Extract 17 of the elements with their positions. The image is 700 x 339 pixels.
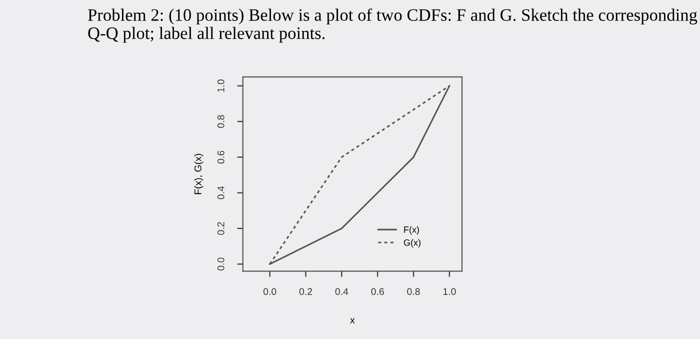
x-tick-label: 0.0 xyxy=(263,288,276,296)
x-tick-label: 1.0 xyxy=(443,288,456,296)
x-tick-label: 0.8 xyxy=(407,288,420,296)
y-tick-label: 1.0 xyxy=(217,79,224,92)
y-tick-label: 0.2 xyxy=(217,222,224,235)
legend-label: F(x) xyxy=(404,226,419,235)
y-tick-label: 0.4 xyxy=(217,186,224,200)
x-tick-label: 0.2 xyxy=(299,288,312,296)
y-tick-label: 0.0 xyxy=(217,258,224,270)
y-tick-label: 0.8 xyxy=(217,115,224,128)
x-axis-title: x xyxy=(350,318,355,324)
x-tick-label: 0.4 xyxy=(335,288,348,296)
y-tick-label: 0.6 xyxy=(217,150,224,164)
x-tick-label: 0.6 xyxy=(371,288,384,296)
legend-label: G(x) xyxy=(404,239,420,248)
chart-title: Problem 2: (10 points) Below is a plot of two CDFs: F and G. Sketch the corresponding Q-Q plot; label all relevant points. xyxy=(88,8,698,43)
y-axis-title: F(x), G(x) xyxy=(194,154,204,194)
